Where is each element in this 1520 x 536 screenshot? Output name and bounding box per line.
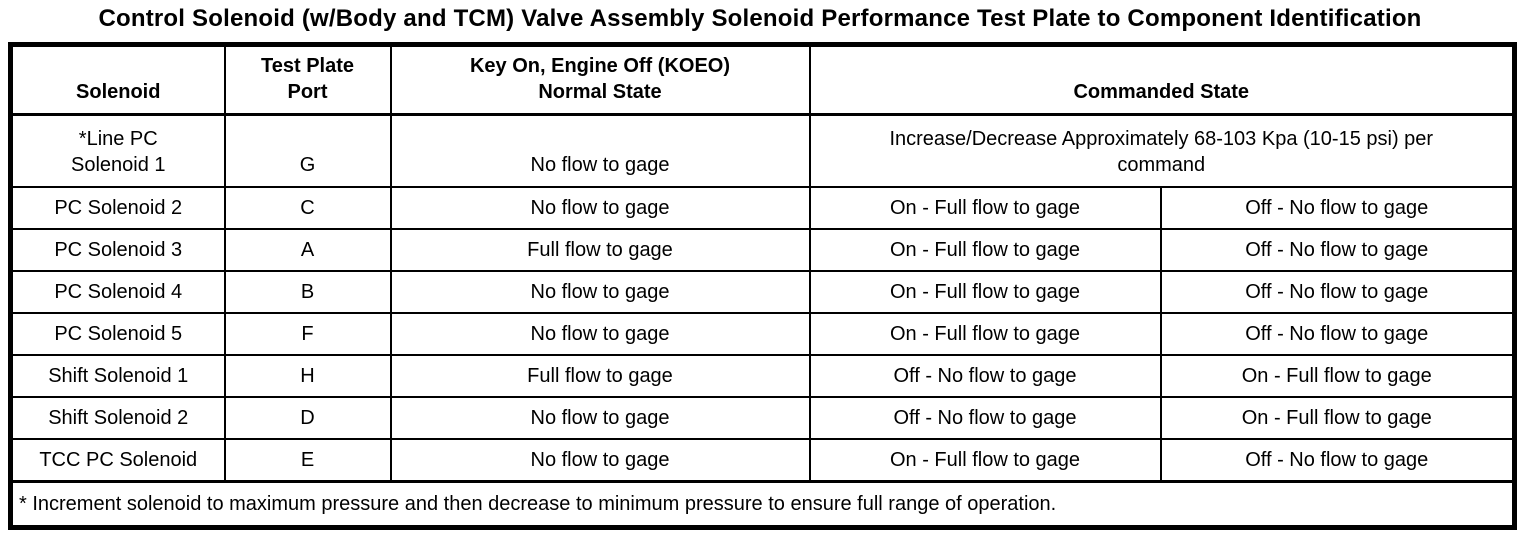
header-solenoid: Solenoid (9, 43, 226, 116)
header-test-plate-port: Test Plate Port (223, 43, 392, 116)
table-row-shift-solenoid-2: Shift Solenoid 2 D No flow to gage Off -… (9, 396, 1516, 440)
commanded-cell-1: On - Full flow to gage (808, 228, 1162, 272)
port-cell: D (223, 396, 392, 440)
commanded-cell-1: Off - No flow to gage (808, 396, 1162, 440)
solenoid-cell: TCC PC Solenoid (9, 438, 226, 483)
koeo-cell: No flow to gage (389, 270, 811, 314)
port-cell: G (223, 113, 392, 188)
table-row-pc-solenoid-3: PC Solenoid 3 A Full flow to gage On - F… (9, 228, 1516, 272)
port-cell: E (223, 438, 392, 483)
port-cell: H (223, 354, 392, 398)
commanded-cell-1: On - Full flow to gage (808, 438, 1162, 483)
table-row-shift-solenoid-1: Shift Solenoid 1 H Full flow to gage Off… (9, 354, 1516, 398)
koeo-cell: No flow to gage (389, 396, 811, 440)
port-cell: F (223, 312, 392, 356)
header-row: Solenoid Test Plate Port Key On, Engine … (9, 43, 1516, 116)
solenoid-cell: Shift Solenoid 2 (9, 396, 226, 440)
footnote-row: * Increment solenoid to maximum pressure… (9, 480, 1516, 529)
table-row-pc-solenoid-2: PC Solenoid 2 C No flow to gage On - Ful… (9, 186, 1516, 230)
commanded-cell-1: On - Full flow to gage (808, 312, 1162, 356)
solenoid-cell: *Line PC Solenoid 1 (9, 113, 226, 188)
koeo-cell: Full flow to gage (389, 354, 811, 398)
table-row-pc-solenoid-5: PC Solenoid 5 F No flow to gage On - Ful… (9, 312, 1516, 356)
solenoid-cell: PC Solenoid 2 (9, 186, 226, 230)
commanded-cell-2: Off - No flow to gage (1159, 312, 1516, 356)
commanded-cell-2: On - Full flow to gage (1159, 354, 1516, 398)
port-cell: B (223, 270, 392, 314)
commanded-cell-1: On - Full flow to gage (808, 270, 1162, 314)
solenoid-cell: PC Solenoid 4 (9, 270, 226, 314)
koeo-cell: No flow to gage (389, 113, 811, 188)
solenoid-performance-table: Solenoid Test Plate Port Key On, Engine … (8, 42, 1517, 530)
solenoid-cell: PC Solenoid 3 (9, 228, 226, 272)
solenoid-cell: PC Solenoid 5 (9, 312, 226, 356)
header-commanded-state: Commanded State (808, 43, 1516, 116)
table-row-tcc-pc-solenoid: TCC PC Solenoid E No flow to gage On - F… (9, 438, 1516, 483)
header-koeo-normal-state: Key On, Engine Off (KOEO) Normal State (389, 43, 811, 116)
footnote-text: * Increment solenoid to maximum pressure… (9, 480, 1516, 529)
port-cell: A (223, 228, 392, 272)
commanded-cell-2: Off - No flow to gage (1159, 270, 1516, 314)
koeo-cell: Full flow to gage (389, 228, 811, 272)
koeo-cell: No flow to gage (389, 186, 811, 230)
table-row-line-pc-solenoid-1: *Line PC Solenoid 1 G No flow to gage In… (9, 113, 1516, 188)
commanded-cell-2: On - Full flow to gage (1159, 396, 1516, 440)
commanded-cell-2: Off - No flow to gage (1159, 228, 1516, 272)
solenoid-cell: Shift Solenoid 1 (9, 354, 226, 398)
koeo-cell: No flow to gage (389, 438, 811, 483)
port-cell: C (223, 186, 392, 230)
koeo-cell: No flow to gage (389, 312, 811, 356)
page-title: Control Solenoid (w/Body and TCM) Valve … (98, 5, 1422, 32)
table-row-pc-solenoid-4: PC Solenoid 4 B No flow to gage On - Ful… (9, 270, 1516, 314)
commanded-cell-2: Off - No flow to gage (1159, 438, 1516, 483)
commanded-cell-1: Off - No flow to gage (808, 354, 1162, 398)
commanded-cell-1: On - Full flow to gage (808, 186, 1162, 230)
commanded-cell-2: Off - No flow to gage (1159, 186, 1516, 230)
commanded-cell-spanned: Increase/Decrease Approximately 68-103 K… (808, 113, 1516, 188)
